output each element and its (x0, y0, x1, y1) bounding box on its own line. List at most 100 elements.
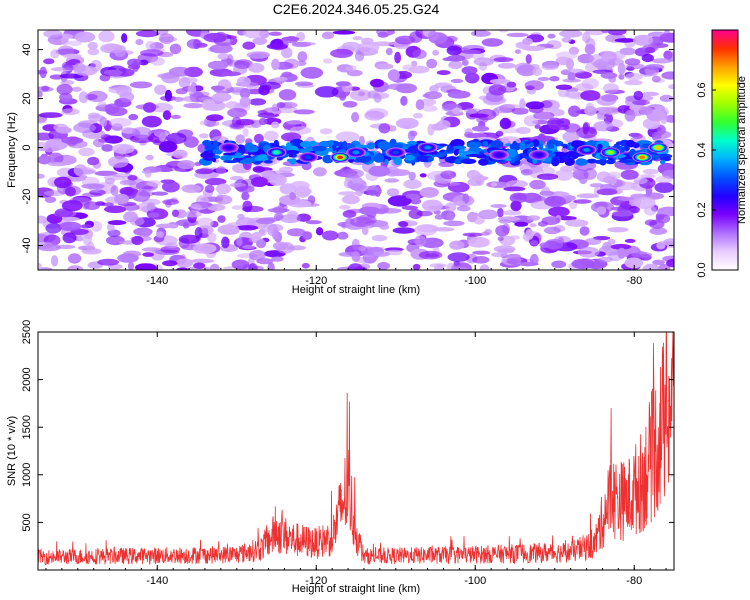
heatmap-cell (626, 63, 645, 69)
heatmap-cell (250, 176, 268, 188)
colorbar-gradient (711, 29, 739, 271)
heatmap-cell (236, 76, 251, 87)
heatmap-cell (231, 205, 244, 210)
heatmap-cell (641, 53, 654, 63)
heatmap-cell (514, 221, 529, 227)
heatmap-cell (249, 53, 262, 60)
heatmap-cell (127, 261, 135, 270)
heatmap-cell (585, 102, 595, 113)
heatmap-cell (65, 186, 76, 197)
heatmap-cell (525, 101, 545, 110)
heatmap-cell (196, 217, 214, 228)
heatmap-cell (241, 191, 250, 201)
heatmap-cell (386, 83, 410, 90)
heatmap-cell (183, 210, 202, 218)
heatmap-cell (472, 250, 491, 255)
heatmap-cell (239, 96, 251, 107)
colorbar-tick-label: 0.4 (696, 142, 708, 157)
heatmap-cell (525, 228, 534, 240)
heatmap-cell (410, 197, 422, 205)
heatmap-cell (45, 223, 62, 234)
heatmap-cell (436, 70, 451, 76)
heatmap-cell (358, 206, 380, 215)
heatmap-cell (108, 117, 132, 127)
heatmap-cell (408, 65, 430, 74)
heatmap-cell (641, 91, 659, 97)
heatmap-cell (175, 88, 188, 95)
heatmap-cell (375, 63, 394, 70)
heatmap-cell (494, 106, 509, 114)
heatmap-cell (119, 180, 137, 186)
heatmap-cell (107, 220, 127, 226)
heatmap-y-tick-label: -40 (21, 238, 33, 254)
heatmap-cell (297, 51, 308, 63)
heatmap-cell (268, 174, 287, 186)
heatmap-cell (116, 85, 132, 97)
heatmap-cell (647, 31, 667, 38)
heatmap-cell (101, 202, 114, 207)
heatmap-cell (577, 246, 600, 258)
heatmap-band-cell (384, 158, 389, 166)
heatmap-cell (330, 48, 354, 59)
heatmap-y-tick-label: 20 (21, 92, 33, 104)
heatmap-cell (476, 108, 497, 121)
colorbar: 0.0 0.2 0.4 0.6 Normalized spectral amplitu… (696, 29, 748, 278)
heatmap-band-cell (304, 147, 313, 152)
heatmap-band-cell (585, 141, 597, 147)
heatmap-cell (501, 255, 522, 266)
heatmap-cell (242, 128, 249, 137)
heatmap-cell (215, 183, 231, 195)
heatmap-cell (140, 49, 164, 57)
heatmap-cell (171, 209, 180, 218)
heatmap-cell (59, 73, 84, 79)
heatmap-cell (38, 118, 47, 124)
heatmap-cell (248, 63, 265, 73)
heatmap-cell (414, 235, 427, 247)
heatmap-cell (87, 42, 99, 50)
heatmap-cell (395, 35, 416, 45)
heatmap-cell (146, 202, 156, 212)
heatmap-cell (585, 30, 607, 36)
heatmap-cell (38, 132, 54, 141)
heatmap-cell (287, 210, 299, 220)
heatmap-cell (403, 179, 422, 189)
heatmap-cell (157, 30, 169, 36)
heatmap-cell (281, 36, 300, 41)
heatmap-cell (666, 258, 674, 268)
heatmap-band-cell (575, 158, 588, 166)
heatmap-cell (182, 222, 190, 229)
heatmap-cell (272, 241, 288, 251)
heatmap-cell (279, 166, 293, 173)
heatmap-band-cell (388, 142, 404, 149)
heatmap-cell (123, 203, 140, 211)
heatmap-cell (386, 188, 400, 197)
heatmap-band-cell (446, 144, 452, 153)
heatmap-cell (624, 79, 643, 86)
heatmap-cell (596, 188, 618, 196)
heatmap-cell (248, 237, 264, 243)
heatmap-cell (135, 39, 144, 46)
heatmap-band-cell (529, 142, 534, 148)
heatmap-cell (462, 232, 484, 237)
heatmap-cell (193, 262, 206, 269)
heatmap-cell (276, 102, 286, 109)
heatmap-band-cell (407, 140, 418, 145)
heatmap-band-cell (465, 154, 481, 157)
colorbar-tick-label: 0.6 (696, 82, 708, 97)
heatmap-cell (415, 99, 425, 111)
snr-x-tick-label: -80 (626, 575, 642, 587)
heatmap-cell (523, 115, 539, 127)
heatmap-cell (290, 181, 310, 191)
heatmap-cell (129, 216, 145, 226)
heatmap-band-cell (256, 154, 269, 161)
heatmap-hot-spot (639, 155, 646, 160)
heatmap-cell (462, 59, 469, 66)
heatmap-cell (342, 210, 357, 218)
heatmap-panel: -140 -120 -100 -80 -40 -20 0 20 40 Height of str… (6, 29, 675, 296)
heatmap-cell (612, 210, 634, 217)
heatmap-cell (38, 70, 48, 75)
heatmap-cell (644, 64, 665, 71)
heatmap-cell (436, 119, 451, 130)
heatmap-cell (633, 90, 644, 101)
heatmap-cell (493, 57, 514, 63)
